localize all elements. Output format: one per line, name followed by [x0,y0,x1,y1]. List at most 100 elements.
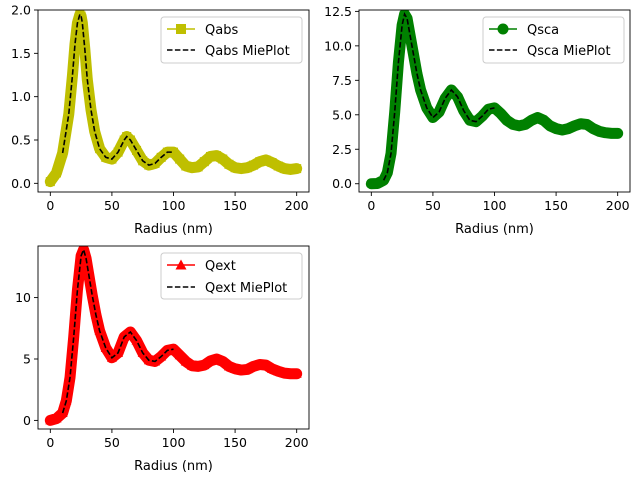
legend-label-qabs-mieplot: Qabs MiePlot [205,44,290,59]
plot-area-qext: 0 50 100 150 200 0 5 10 [15,245,310,450]
x-tick-label-qsca-0: 0 [367,198,375,213]
data-point-qabs-33 [205,151,215,161]
x-axis-label-qext: Radius (nm) [134,459,213,474]
y-tick-label-qsca-3: 7.5 [332,73,352,88]
y-tick-label-qabs-3: 1.5 [11,46,31,61]
x-tick-label-qext-1: 50 [104,435,120,450]
chart-panel-qabs: 0 50 100 150 200 0.0 0.5 1.0 1.5 2.0 Qabs Qabs Mi… [11,3,310,237]
x-tick-label-qsca-3: 150 [544,198,568,213]
legend-label-qext-mieplot: Qext MiePlot [205,281,287,296]
x-tick-label-qsca-1: 50 [425,198,441,213]
data-point-qabs-5 [70,40,80,50]
x-axis-label-qabs: Radius (nm) [134,222,213,237]
data-point-qabs-3 [64,109,74,119]
data-point-qabs-38 [236,164,246,174]
series-qext [44,246,303,426]
plot-area-qsca: 0 50 100 150 200 0.0 2.5 5.0 7.5 10.0 12.5 [324,4,631,213]
data-point-qext-1 [51,413,62,423]
legend-label-qext: Qext [205,259,236,274]
y-tick-label-qsca-0: 0.0 [332,176,352,191]
data-point-qabs-8 [76,11,86,21]
legend-qsca: Qsca Qsca MiePlot [482,16,625,64]
legend-label-qabs: Qabs [205,23,238,38]
data-point-qabs-42 [261,155,271,165]
data-point-qabs-39 [242,163,252,173]
data-point-qabs-4 [67,70,77,80]
data-point-qext-11 [87,290,98,300]
data-point-qabs-14 [95,144,105,154]
y-tick-label-qsca-4: 10.0 [324,38,352,53]
x-tick-label-qext-0: 0 [46,435,54,450]
series-line-qabs-mieplot [61,12,174,167]
data-point-qsca-12 [412,68,422,78]
legend-frame-qext [160,252,303,300]
data-point-qabs-41 [255,157,265,167]
plot-area-qabs: 0 50 100 150 200 0.0 0.5 1.0 1.5 2.0 [11,3,310,213]
data-point-qsca-5 [390,107,400,117]
data-point-qext-33 [217,356,228,366]
data-point-qabs-34 [212,151,222,161]
data-point-qext-34 [223,361,234,371]
legend-marker-qabs [176,24,186,34]
data-point-qabs-40 [249,160,259,170]
data-point-qabs-30 [187,163,197,173]
data-point-qext-32 [211,353,222,363]
y-tick-label-qabs-2: 1.0 [11,89,31,104]
data-point-qext-8 [78,246,89,254]
data-point-qext-40 [260,360,271,370]
data-point-qext-45 [291,368,302,378]
data-point-qext-9 [81,253,92,263]
data-point-qext-25 [168,344,179,354]
legend-label-qsca-mieplot: Qsca MiePlot [527,44,611,59]
data-point-qext-41 [267,363,278,373]
y-tick-label-qext-0: 0 [23,413,31,428]
x-tick-label-qsca-2: 100 [483,198,507,213]
data-point-qabs-43 [267,158,277,168]
x-tick-label-qabs-4: 200 [285,198,309,213]
chart-panel-qsca: 0 50 100 150 200 0.0 2.5 5.0 7.5 10.0 12.5 Qsca Qs… [324,4,631,237]
data-point-qext-26 [174,350,185,360]
data-point-qext-42 [273,366,284,376]
series-line-qext-mieplot [61,247,174,414]
data-point-qext-6 [72,285,83,295]
data-point-qext-35 [230,363,241,373]
data-point-qsca-26 [496,108,506,118]
data-point-qabs-46 [286,164,296,174]
data-point-qext-28 [186,360,197,370]
y-tick-label-qsca-5: 12.5 [324,4,352,19]
data-point-qabs-47 [292,164,302,174]
data-point-qabs-12 [86,105,96,115]
legend-qext: Qext Qext MiePlot [160,252,303,300]
data-point-qsca-7 [397,20,407,30]
x-tick-label-qabs-1: 50 [104,198,120,213]
data-point-qsca-33 [539,115,549,125]
data-point-qabs-36 [224,159,234,169]
data-point-qabs-32 [199,157,209,167]
x-tick-label-qext-4: 200 [285,435,309,450]
data-point-qabs-37 [230,163,240,173]
legend-qabs: Qabs Qabs MiePlot [160,16,303,64]
data-point-qabs-29 [181,161,191,171]
data-point-qabs-28 [175,154,185,164]
data-point-qsca-44 [607,128,617,138]
y-tick-label-qsca-1: 2.5 [332,142,352,157]
data-point-qabs-27 [169,147,178,157]
series-line-qsca-mieplot [382,12,495,181]
y-tick-label-qext-2: 10 [15,290,31,305]
x-tick-label-qabs-3: 150 [223,198,247,213]
data-point-qext-30 [199,360,210,370]
y-tick-label-qext-1: 5 [23,351,31,366]
y-tick-label-qabs-1: 0.5 [11,133,31,148]
legend-marker-qsca [497,23,509,35]
data-point-qabs-35 [218,154,228,164]
x-tick-label-qabs-0: 0 [46,198,54,213]
y-tick-label-qabs-0: 0.0 [11,176,31,191]
data-point-qsca-2 [379,175,389,185]
data-point-qabs-21 [132,145,142,155]
y-tick-label-qabs-4: 2.0 [11,3,31,18]
data-point-qabs-2 [58,148,68,158]
legend-label-qsca: Qsca [527,23,559,38]
data-point-qext-39 [254,359,265,369]
x-axis-label-qsca: Radius (nm) [455,222,534,237]
